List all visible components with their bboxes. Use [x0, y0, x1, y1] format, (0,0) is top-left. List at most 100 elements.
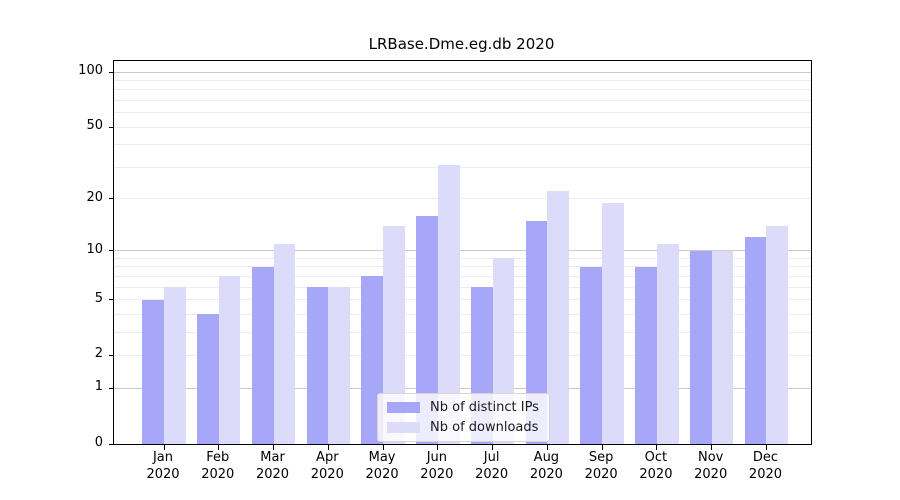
bar-downloads-nov — [711, 250, 734, 444]
gridline-y-3 — [114, 331, 811, 333]
gridline-y-9 — [114, 257, 811, 259]
bar-downloads-mar — [273, 243, 296, 444]
gridline-y-6 — [114, 286, 811, 288]
x-tick-month: Jul — [483, 450, 500, 465]
x-tick-month: Sep — [588, 450, 614, 465]
x-tick-label-jul: Jul 2020 — [457, 449, 527, 483]
gridline-y-40 — [114, 144, 811, 146]
bar-downloads-dec — [766, 225, 789, 444]
bar-downloads-may — [383, 225, 405, 444]
y-tick-label-5: 5 — [94, 290, 103, 306]
x-tick-month: Aug — [533, 450, 560, 465]
x-tick-month: Apr — [316, 450, 339, 465]
x-tick-month: Jan — [152, 450, 174, 465]
x-tick-mark-jun — [437, 445, 439, 450]
x-tick-label-sep: Sep 2020 — [566, 449, 636, 483]
x-tick-month: Jun — [426, 450, 447, 465]
bar-downloads-apr — [328, 287, 350, 444]
x-tick-mark-dec — [765, 445, 767, 450]
y-tick-mark-100 — [109, 71, 113, 73]
gridline-y-30 — [114, 166, 811, 168]
y-tick-label-0: 0 — [94, 435, 103, 450]
bar-downloads-aug — [547, 191, 570, 444]
chart-title: LRBase.Dme.eg.db 2020 — [368, 35, 555, 53]
y-tick-label-50: 50 — [86, 118, 103, 134]
x-tick-year: 2020 — [255, 467, 290, 482]
y-tick-label-1: 1 — [94, 379, 103, 395]
x-tick-year: 2020 — [475, 467, 509, 482]
y-tick-label-2: 2 — [94, 346, 103, 362]
x-tick-month: Mar — [260, 450, 285, 465]
x-tick-year: 2020 — [365, 467, 399, 482]
y-tick-mark-10 — [109, 250, 113, 252]
x-tick-mark-aug — [546, 445, 548, 450]
y-tick-mark-1 — [109, 387, 113, 389]
x-tick-mark-mar — [273, 445, 275, 450]
x-tick-label-dec: Dec 2020 — [730, 449, 800, 483]
bar-distinct-ips-oct — [635, 266, 657, 444]
gridline-y-70 — [114, 100, 811, 102]
bar-downloads-oct — [656, 243, 679, 444]
bar-downloads-feb — [218, 276, 241, 444]
bar-distinct-ips-mar — [251, 266, 274, 444]
x-tick-mark-jul — [492, 445, 494, 450]
bar-distinct-ips-jan — [142, 299, 164, 444]
legend-item-downloads: Nb of downloads — [387, 420, 539, 435]
gridline-y-80 — [114, 89, 811, 91]
x-tick-mark-jan — [163, 445, 165, 450]
x-tick-month: Dec — [752, 450, 779, 465]
plot-area — [109, 60, 812, 450]
bar-distinct-ips-feb — [197, 314, 219, 444]
legend-item-distinct-ips: Nb of distinct IPs — [387, 400, 539, 415]
bar-downloads-jun — [437, 164, 460, 444]
y-tick-label-100: 100 — [78, 63, 103, 79]
gridline-y-20 — [114, 198, 811, 200]
x-tick-mark-may — [382, 445, 384, 450]
x-tick-year: 2020 — [310, 467, 344, 482]
gridline-y-100 — [114, 71, 811, 73]
x-tick-year: 2020 — [584, 467, 618, 482]
bar-distinct-ips-dec — [744, 237, 767, 444]
y-tick-mark-2 — [109, 354, 113, 356]
x-tick-label-feb: Feb 2020 — [183, 449, 253, 483]
bar-distinct-ips-sep — [580, 266, 603, 444]
x-tick-mark-nov — [711, 445, 713, 450]
gridline-y-10 — [114, 250, 811, 252]
x-tick-mark-feb — [218, 445, 220, 450]
x-tick-label-may: May 2020 — [347, 449, 417, 483]
x-tick-month: Nov — [698, 450, 724, 465]
legend-swatch-downloads — [387, 422, 420, 433]
y-tick-label-20: 20 — [86, 189, 103, 205]
gridline-y-2 — [114, 354, 811, 356]
x-tick-year: 2020 — [201, 467, 235, 482]
y-tick-mark-5 — [109, 299, 113, 301]
bar-distinct-ips-aug — [525, 220, 548, 444]
x-tick-month: Oct — [644, 450, 668, 465]
x-tick-year: 2020 — [694, 467, 728, 482]
x-tick-year: 2020 — [748, 467, 783, 482]
x-tick-label-jun: Jun 2020 — [402, 449, 472, 483]
x-tick-month: May — [368, 450, 396, 465]
gridline-y-1 — [114, 387, 811, 389]
gridline-y-90 — [114, 80, 811, 82]
bar-distinct-ips-jun — [416, 215, 438, 444]
x-tick-label-nov: Nov 2020 — [676, 449, 746, 483]
legend-label-downloads: Nb of downloads — [430, 420, 539, 435]
gridline-y-7 — [114, 275, 811, 277]
gridline-y-8 — [114, 266, 811, 268]
legend: Nb of distinct IPs Nb of downloads — [377, 393, 550, 442]
x-tick-year: 2020 — [529, 467, 563, 482]
x-tick-year: 2020 — [639, 467, 673, 482]
x-tick-mark-sep — [601, 445, 603, 450]
gridline-y-5 — [114, 299, 811, 301]
bar-distinct-ips-apr — [306, 287, 329, 444]
gridline-y-50 — [114, 126, 811, 128]
x-tick-year: 2020 — [420, 467, 454, 482]
bar-downloads-jan — [164, 287, 186, 444]
x-tick-label-oct: Oct 2020 — [621, 449, 691, 483]
y-tick-mark-50 — [109, 126, 113, 128]
gridline-y-60 — [114, 112, 811, 114]
legend-swatch-distinct-ips — [387, 402, 420, 413]
x-tick-mark-apr — [327, 445, 329, 450]
